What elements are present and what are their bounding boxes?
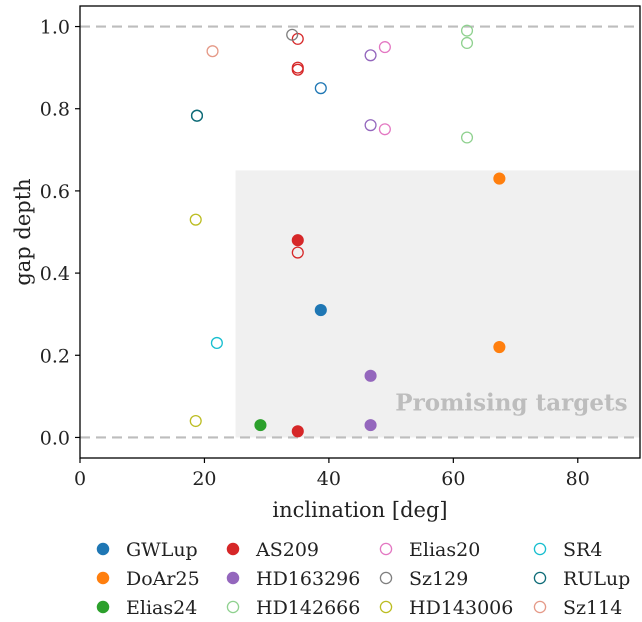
legend-marker <box>226 600 240 614</box>
legend-marker <box>533 600 547 614</box>
x-axis-label: inclination [deg] <box>272 498 447 522</box>
y-tick-label: 0.6 <box>40 181 70 203</box>
data-point-elias24 <box>254 419 267 432</box>
data-point-as209 <box>291 63 304 76</box>
legend-marker <box>379 600 393 614</box>
promising-region <box>235 170 641 438</box>
legend-marker <box>96 600 110 614</box>
plot-frame <box>79 5 641 459</box>
legend-label: Elias20 <box>409 539 480 561</box>
data-point-as209 <box>291 425 304 438</box>
legend-label: Sz129 <box>409 568 468 590</box>
legend: GWLup DoAr25 Elias24 AS209 HD163296 HD142666 E… <box>96 539 630 619</box>
x-tick-label: 80 <box>566 468 590 490</box>
data-point-doar25 <box>493 172 506 185</box>
data-point-elias20 <box>378 41 391 54</box>
data-point-doar25 <box>493 341 506 354</box>
data-point-hd143006 <box>189 213 202 226</box>
data-point-hd142666 <box>460 131 474 144</box>
data-point-sz114 <box>206 45 219 58</box>
legend-marker <box>226 542 240 556</box>
legend-label: SR4 <box>563 539 602 561</box>
data-point-as209 <box>291 234 304 247</box>
ticks-layer: 0 20 40 60 80 0.0 0.2 0.4 0.6 0.8 1.0 <box>40 17 590 490</box>
x-tick-label: 60 <box>441 468 465 490</box>
promising-region-layer <box>235 170 641 438</box>
y-tick-label: 0.4 <box>40 263 70 285</box>
legend-marker <box>533 571 547 585</box>
legend-marker <box>96 542 110 556</box>
data-point-hd142666 <box>460 36 474 50</box>
y-tick-label: 0.2 <box>40 345 70 367</box>
annotation-promising-targets: Promising targets <box>395 390 627 417</box>
legend-label: HD163296 <box>256 568 360 590</box>
legend-label: Elias24 <box>126 597 197 619</box>
x-tick-label: 0 <box>74 468 86 490</box>
legend-marker <box>379 542 393 556</box>
legend-label: Sz114 <box>563 597 622 619</box>
legend-label: DoAr25 <box>126 568 200 590</box>
data-point-as209 <box>291 246 304 259</box>
y-tick-label: 0.8 <box>40 99 70 121</box>
legend-marker <box>226 571 240 585</box>
data-points-layer <box>189 24 506 438</box>
reference-lines-layer <box>80 25 640 439</box>
y-tick-label: 0.0 <box>40 427 70 449</box>
legend-label: GWLup <box>126 539 198 561</box>
data-point-gwlup <box>314 304 327 317</box>
y-axis-label: gap depth <box>11 178 35 285</box>
legend-marker <box>96 571 110 585</box>
data-point-sr4 <box>210 336 223 349</box>
data-point-hd163296 <box>364 419 377 432</box>
legend-label: HD142666 <box>256 597 360 619</box>
data-point-hd163296 <box>364 49 377 62</box>
legend-marker <box>379 571 393 585</box>
x-tick-label: 20 <box>192 468 216 490</box>
data-point-gwlup <box>314 82 327 95</box>
data-point-hd163296 <box>364 119 377 132</box>
legend-label: HD143006 <box>409 597 513 619</box>
data-point-hd142666 <box>460 24 474 37</box>
data-point-rulup <box>190 109 204 122</box>
legend-marker <box>533 542 547 556</box>
x-tick-label: 40 <box>317 468 341 490</box>
legend-label: AS209 <box>255 539 319 561</box>
data-point-sz129 <box>286 28 299 41</box>
y-tick-label: 1.0 <box>40 17 70 39</box>
legend-label: RULup <box>563 568 630 590</box>
data-point-hd163296 <box>364 369 377 382</box>
data-point-elias20 <box>378 123 391 136</box>
annotation-layer: Promising targets <box>395 390 627 417</box>
data-point-hd143006 <box>189 414 202 428</box>
